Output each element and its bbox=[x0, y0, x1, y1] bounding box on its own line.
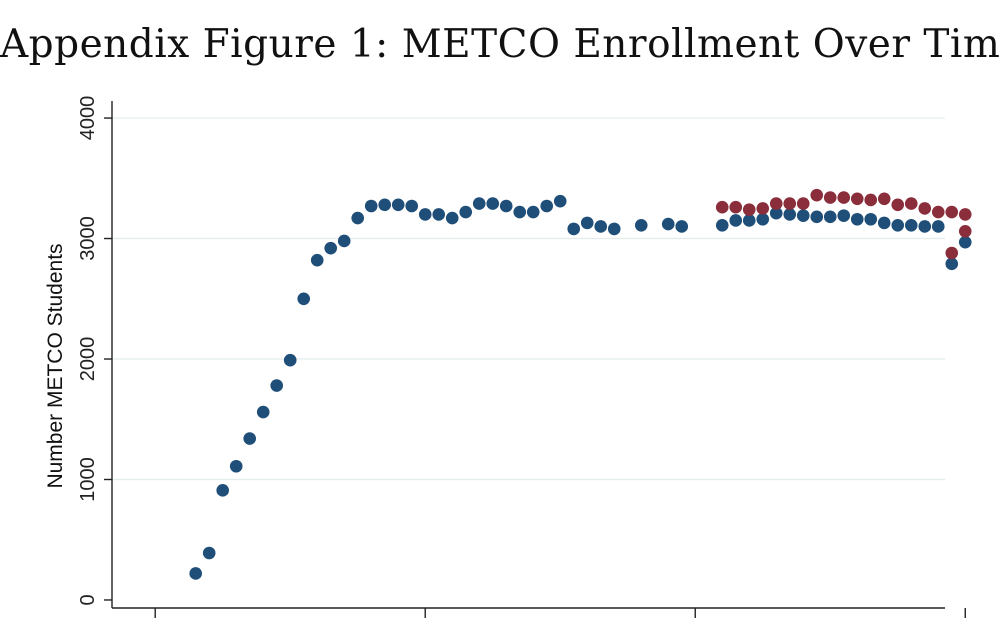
enrollment-series-1-point bbox=[364, 199, 378, 213]
enrollment-series-2-point bbox=[958, 208, 972, 221]
enrollment-series-1-point bbox=[931, 220, 945, 233]
enrollment-series-1-point bbox=[769, 206, 783, 220]
enrollment-series-1-point bbox=[567, 222, 581, 236]
enrollment-series-1-point bbox=[324, 241, 338, 255]
enrollment-series-1-point bbox=[486, 197, 500, 210]
enrollment-series-1-point bbox=[526, 205, 540, 219]
enrollment-series-1-point bbox=[459, 205, 473, 219]
enrollment-series-2-point bbox=[742, 203, 756, 216]
enrollment-series-2-point bbox=[756, 202, 770, 215]
enrollment-series-1-point bbox=[270, 379, 284, 392]
enrollment-series-2-point bbox=[823, 191, 837, 204]
y-tick-label-3000: 3000 bbox=[77, 216, 99, 261]
enrollment-series-1-point bbox=[513, 205, 527, 219]
chart-title: Appendix Figure 1: METCO Enrollment Over… bbox=[0, 22, 1000, 67]
enrollment-series-1-point bbox=[432, 208, 446, 221]
y-tick-label-2000: 2000 bbox=[77, 337, 99, 382]
enrollment-series-1-tail-point bbox=[945, 257, 959, 271]
enrollment-series-2-point bbox=[783, 197, 797, 210]
enrollment-series-1-point bbox=[337, 234, 351, 248]
enrollment-series-1-point bbox=[202, 546, 216, 560]
enrollment-series-1-point bbox=[729, 214, 743, 227]
enrollment-series-2-point bbox=[796, 197, 810, 210]
enrollment-series-1-point bbox=[918, 220, 932, 233]
enrollment-series-2-point bbox=[891, 198, 905, 212]
enrollment-series-1-point bbox=[634, 218, 648, 232]
enrollment-series-1-point bbox=[877, 216, 891, 230]
enrollment-series-2-point bbox=[850, 192, 864, 206]
enrollment-series-2-point bbox=[715, 200, 729, 214]
enrollment-series-1-point bbox=[189, 567, 203, 580]
gridlines bbox=[112, 117, 945, 481]
enrollment-series-1-point bbox=[283, 353, 297, 367]
enrollment-series-1-point bbox=[837, 209, 851, 222]
enrollment-series-1-point bbox=[310, 253, 324, 267]
enrollment-series-1-point bbox=[823, 210, 837, 224]
enrollment-series-1-point bbox=[675, 220, 689, 233]
enrollment-series-1-point bbox=[891, 218, 905, 232]
enrollment-series-1-tail-point bbox=[958, 235, 972, 249]
enrollment-series-1-point bbox=[445, 211, 459, 225]
enrollment-series-1-point bbox=[418, 208, 432, 221]
enrollment-series-1-point bbox=[661, 217, 675, 231]
enrollment-series-2-point bbox=[877, 192, 891, 206]
data-points bbox=[189, 188, 972, 580]
enrollment-series-1-point bbox=[783, 208, 797, 221]
enrollment-series-2-point bbox=[769, 197, 783, 210]
y-tick-label-1000: 1000 bbox=[77, 457, 99, 502]
enrollment-series-1-point bbox=[351, 211, 365, 225]
enrollment-series-1-point bbox=[391, 198, 405, 212]
axes bbox=[104, 101, 966, 618]
enrollment-series-1-point bbox=[256, 405, 270, 419]
enrollment-series-1-point bbox=[607, 222, 621, 236]
enrollment-series-1-point bbox=[553, 194, 567, 208]
enrollment-series-1-point bbox=[850, 212, 864, 226]
enrollment-series-1-point bbox=[594, 220, 608, 233]
enrollment-series-2-point bbox=[837, 191, 851, 204]
y-tick-label-4000: 4000 bbox=[77, 96, 99, 140]
enrollment-series-1-point bbox=[405, 199, 419, 213]
enrollment-series-1-point bbox=[756, 212, 770, 226]
enrollment-series-1-point bbox=[715, 218, 729, 232]
enrollment-series-2-point bbox=[864, 193, 878, 207]
enrollment-series-1-point bbox=[580, 216, 594, 230]
tick-labels: 0 1000 2000 3000 4000 bbox=[77, 96, 99, 606]
enrollment-series-2-point bbox=[931, 205, 945, 219]
enrollment-series-1-point bbox=[499, 199, 513, 213]
enrollment-series-1-point bbox=[540, 199, 554, 213]
enrollment-series-1-point bbox=[742, 214, 756, 227]
enrollment-series-2-point bbox=[904, 197, 918, 210]
enrollment-series-1-point bbox=[810, 210, 824, 224]
enrollment-series-1-point bbox=[472, 197, 486, 210]
enrollment-series-2-point bbox=[945, 205, 959, 219]
enrollment-series-2-point bbox=[918, 202, 932, 215]
enrollment-series-2-point bbox=[729, 200, 743, 214]
enrollment-series-1-point bbox=[216, 484, 230, 497]
enrollment-series-1-point bbox=[243, 432, 257, 445]
enrollment-series-1-point bbox=[297, 292, 311, 306]
enrollment-series-2-tail-point bbox=[958, 225, 972, 238]
y-tick-label-0: 0 bbox=[77, 594, 99, 605]
y-axis-title: Number METCO Students bbox=[44, 243, 67, 488]
enrollment-series-2-point bbox=[810, 188, 824, 202]
enrollment-series-1-point bbox=[796, 209, 810, 222]
enrollment-series-1-point bbox=[378, 198, 392, 212]
enrollment-series-1-point bbox=[864, 212, 878, 226]
enrollment-series-2-tail-point bbox=[945, 246, 959, 260]
enrollment-series-1-point bbox=[229, 459, 243, 473]
enrollment-series-1-point bbox=[904, 218, 918, 232]
